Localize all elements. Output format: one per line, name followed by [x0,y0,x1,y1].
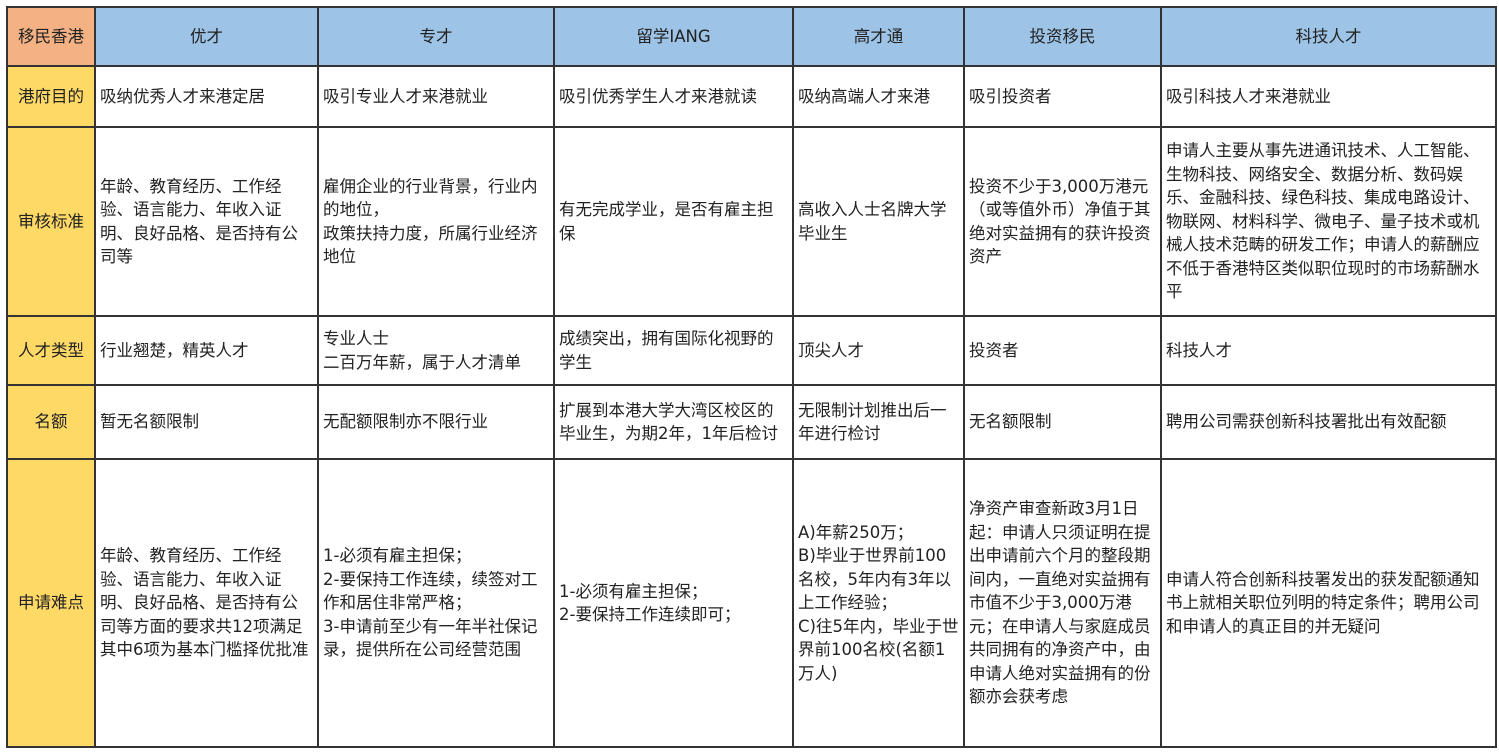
table-cell: 有无完成学业，是否有雇主担保 [553,126,794,317]
table-cell: 吸纳优秀人才来港定居 [94,65,319,128]
table-cell: 扩展到本港大学大湾区校区的毕业生，为期2年，1年后检讨 [553,384,794,460]
table-cell: 1-必须有雇主担保； 2-要保持工作连续即可； [553,458,794,748]
table-cell: 年龄、教育经历、工作经验、语言能力、年收入证明、良好品格、是否持有公司等 [94,126,319,317]
table-cell: 雇佣企业的行业背景，行业内的地位， 政策扶持力度，所属行业经济 地位 [317,126,555,317]
column-header: 专才 [317,6,555,67]
row-header: 审核标准 [6,126,96,317]
table-row: 申请难点 年龄、教育经历、工作经验、语言能力、年收入证明、良好品格、是否持有公司等… [6,458,1497,748]
table-row: 审核标准 年龄、教育经历、工作经验、语言能力、年收入证明、良好品格、是否持有公司等… [6,126,1497,317]
table-cell: 科技人才 [1160,315,1497,386]
table-cell: 行业翘楚，精英人才 [94,315,319,386]
table-cell: 吸引科技人才来港就业 [1160,65,1497,128]
row-header: 人才类型 [6,315,96,386]
table-cell: 吸引专业人才来港就业 [317,65,555,128]
column-header: 高才通 [792,6,965,67]
table-cell: A)年薪250万； B)毕业于世界前100名校，5年内有3年以上工作经验； C)… [792,458,965,748]
immigration-comparison-table: 移民香港 优才 专才 留学IANG 高才通 投资移民 科技人才 港府目的 吸纳优秀… [6,6,1497,748]
table-cell: 无限制计划推出后一年进行检讨 [792,384,965,460]
table-cell: 投资不少于3,000万港元（或等值外币）净值于其绝对实益拥有的获许投资资产 [963,126,1162,317]
table-row: 港府目的 吸纳优秀人才来港定居 吸引专业人才来港就业 吸引优秀学生人才来港就读 吸纳高端… [6,65,1497,128]
table-cell: 申请人主要从事先进通讯技术、人工智能、生物科技、网络安全、数据分析、数码娱乐、金… [1160,126,1497,317]
table-cell: 聘用公司需获创新科技署批出有效配额 [1160,384,1497,460]
table-cell: 1-必须有雇主担保； 2-要保持工作连续，续签对工作和居住非常严格； 3-申请前… [317,458,555,748]
table-cell: 顶尖人才 [792,315,965,386]
row-header: 名额 [6,384,96,460]
table-cell: 无配额限制亦不限行业 [317,384,555,460]
table-cell: 净资产审查新政3月1日起：申请人只须证明在提出申请前六个月的整段期间内，一直绝对… [963,458,1162,748]
row-header: 申请难点 [6,458,96,748]
table-cell: 成绩突出，拥有国际化视野的学生 [553,315,794,386]
table-cell: 暂无名额限制 [94,384,319,460]
header-row: 移民香港 优才 专才 留学IANG 高才通 投资移民 科技人才 [6,6,1497,67]
table-cell: 年龄、教育经历、工作经验、语言能力、年收入证明、良好品格、是否持有公司等方面的要… [94,458,319,748]
table-cell: 吸引优秀学生人才来港就读 [553,65,794,128]
column-header: 留学IANG [553,6,794,67]
table-cell: 高收入人士名牌大学毕业生 [792,126,965,317]
table-cell: 吸纳高端人才来港 [792,65,965,128]
column-header: 优才 [94,6,319,67]
column-header: 投资移民 [963,6,1162,67]
row-header: 港府目的 [6,65,96,128]
table-cell: 吸引投资者 [963,65,1162,128]
corner-header: 移民香港 [6,6,96,67]
column-header: 科技人才 [1160,6,1497,67]
table-cell: 申请人符合创新科技署发出的获发配额通知书上就相关职位列明的特定条件；聘用公司和申… [1160,458,1497,748]
table-row: 名额 暂无名额限制 无配额限制亦不限行业 扩展到本港大学大湾区校区的毕业生，为期2年，… [6,384,1497,460]
table-cell: 无名额限制 [963,384,1162,460]
table-row: 人才类型 行业翘楚，精英人才 专业人士 二百万年薪，属于人才清单 成绩突出，拥有国际化… [6,315,1497,386]
table-cell: 专业人士 二百万年薪，属于人才清单 [317,315,555,386]
table-cell: 投资者 [963,315,1162,386]
